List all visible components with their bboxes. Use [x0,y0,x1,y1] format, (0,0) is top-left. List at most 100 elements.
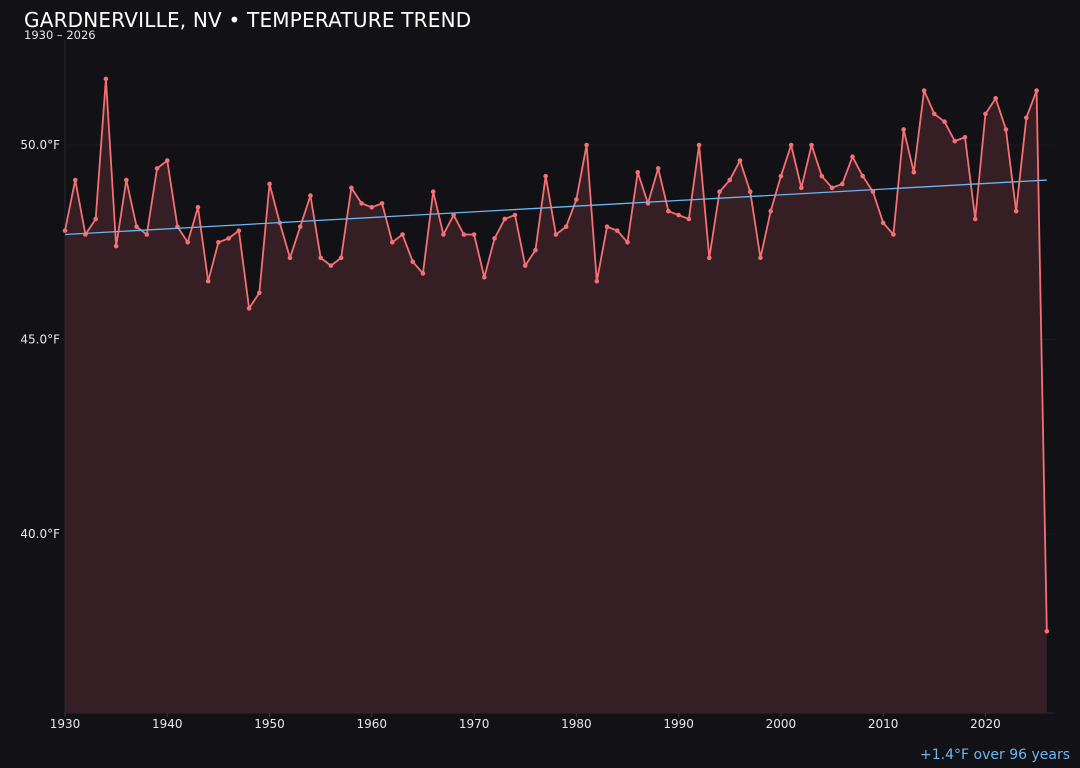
temperature-area-fill [65,78,1047,713]
data-point-1960 [369,204,375,210]
x-axis-ticks: 1930 1940 1950 1960 1970 1980 1990 2000 2010 2020 [50,713,1001,731]
data-point-1949 [257,290,262,296]
data-point-1991 [686,216,692,222]
data-point-1979 [563,224,569,230]
data-point-2025 [1034,88,1039,93]
data-point-2002 [799,185,804,191]
data-point-1953 [297,224,303,230]
data-point-1995 [727,177,733,183]
x-tick-label-2010: 2010 [868,717,899,731]
data-point-1943 [195,204,201,210]
data-point-1945 [216,239,221,245]
data-point-2007 [850,154,855,160]
data-point-1956 [328,263,334,268]
data-point-2021 [993,96,998,101]
data-point-1952 [287,255,293,261]
x-tick-label-2000: 2000 [766,717,797,731]
data-point-2004 [819,173,825,179]
data-point-1975 [522,263,528,268]
data-point-1958 [349,185,354,191]
data-point-1984 [614,228,620,233]
x-tick-label-1950: 1950 [254,717,285,731]
data-point-1998 [758,255,763,261]
data-point-2019 [972,216,978,222]
data-point-1996 [737,158,743,163]
data-point-1930 [62,228,68,233]
y-tick-label-40: 40.0°F [20,527,60,541]
trend-annotation: +1.4°F over 96 years [920,747,1070,763]
data-point-2011 [891,232,896,237]
data-point-1967 [441,232,446,237]
data-point-1946 [226,236,231,241]
data-point-2009 [870,189,876,195]
data-point-1942 [185,239,191,245]
data-point-2008 [860,173,866,179]
data-point-1954 [308,193,313,198]
data-point-1948 [246,306,252,311]
data-point-1955 [318,255,323,261]
data-point-1986 [635,169,641,175]
data-point-1966 [430,189,436,195]
data-point-2003 [809,142,814,148]
data-point-1970 [471,232,477,237]
data-point-1977 [543,173,548,179]
data-point-1936 [124,177,129,183]
data-point-1962 [389,239,395,245]
data-point-2014 [921,88,927,93]
data-point-2017 [952,138,958,144]
data-point-1940 [164,158,170,163]
data-point-2016 [942,119,947,124]
data-point-1933 [93,216,98,222]
data-point-2001 [788,142,794,148]
trend-line [64,179,1047,236]
data-point-1961 [379,201,385,206]
data-point-2006 [839,181,845,187]
data-point-1974 [512,212,518,218]
data-point-1950 [267,181,272,187]
y-tick-label-50: 50.0°F [20,138,60,152]
x-tick-label-2020: 2020 [970,717,1001,731]
data-point-1971 [482,275,487,280]
data-point-1989 [666,208,671,214]
data-point-2010 [880,220,886,226]
data-point-2024 [1024,115,1029,121]
data-point-1982 [594,278,600,284]
data-point-2000 [778,173,784,179]
data-point-1993 [707,255,712,261]
data-point-1985 [625,239,630,245]
x-tick-label-1990: 1990 [663,717,694,731]
y-tick-label-45: 45.0°F [20,333,60,347]
y-axis-ticks: 40.0°F 45.0°F 50.0°F [20,138,60,541]
data-point-1981 [584,142,589,148]
data-point-1973 [502,216,508,222]
data-point-1988 [655,166,661,171]
data-point-1978 [553,232,559,237]
x-tick-label-1960: 1960 [357,717,388,731]
data-point-1938 [144,232,150,237]
data-point-1972 [492,236,497,241]
data-point-1964 [410,259,416,265]
data-point-1999 [768,208,773,214]
data-point-1934 [103,76,109,82]
data-point-1980 [574,197,579,202]
data-point-1963 [400,232,405,237]
data-point-1957 [338,255,344,261]
data-point-1976 [533,247,538,253]
data-point-1965 [420,271,426,276]
data-point-2018 [962,134,968,140]
x-tick-label-1930: 1930 [50,717,81,731]
data-point-1935 [113,243,119,249]
data-point-2020 [983,111,988,117]
data-point-1947 [236,228,242,233]
data-point-2026 [1044,629,1050,634]
data-point-1959 [359,201,364,206]
data-point-1944 [205,278,211,284]
x-tick-label-1970: 1970 [459,717,490,731]
data-point-1939 [154,166,160,171]
temperature-data-points [62,76,1050,634]
data-point-2022 [1003,127,1009,132]
data-point-1931 [72,177,78,183]
data-point-1983 [604,224,610,230]
data-point-1969 [461,232,467,237]
